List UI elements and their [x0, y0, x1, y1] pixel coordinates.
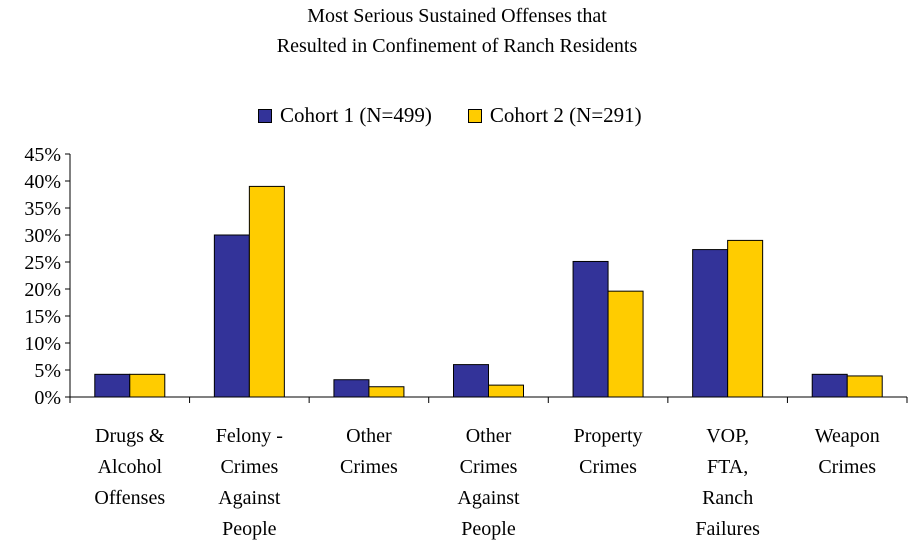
legend-item-cohort-2: Cohort 2 (N=291) [467, 103, 642, 128]
bar-cohort-2 [846, 375, 883, 398]
y-tick-label: 25% [24, 252, 61, 274]
x-category-label: FTA, [707, 456, 748, 478]
x-category-label: Other [466, 425, 512, 447]
chart-title-line-2: Resulted in Confinement of Ranch Residen… [276, 35, 638, 57]
y-tick-label: 45% [24, 144, 61, 166]
x-category-label: VOP, [706, 425, 749, 447]
bar-cohort-2 [129, 373, 166, 398]
y-tick-label: 15% [24, 306, 61, 328]
x-category-label: Crimes [460, 456, 518, 478]
x-category-label: Weapon [815, 425, 880, 447]
legend-label-cohort-2: Cohort 2 (N=291) [489, 103, 642, 127]
legend: Cohort 1 (N=499) Cohort 2 (N=291) [258, 103, 678, 128]
bar-cohort-1 [213, 234, 250, 398]
x-category-label: Against [218, 487, 281, 509]
x-category-label: Ranch [702, 487, 753, 509]
bar-cohort-1 [692, 249, 729, 398]
bar-cohort-1 [453, 364, 489, 398]
bar-cohort-2 [488, 384, 524, 398]
x-category-label: Crimes [818, 456, 876, 478]
legend-swatch-cohort-2 [467, 108, 482, 123]
bar-cohort-1 [572, 260, 609, 398]
x-category-label: Felony - [216, 425, 283, 447]
y-tick-label: 0% [34, 387, 61, 409]
bar-cohort-2 [248, 185, 285, 398]
x-category-label: Crimes [220, 456, 278, 478]
bar-cohort-1 [94, 373, 131, 398]
x-category-label: Offenses [94, 487, 165, 509]
y-tick-label: 5% [34, 360, 61, 382]
legend-item-cohort-1: Cohort 1 (N=499) [258, 103, 432, 128]
bar-cohort-2 [368, 386, 405, 398]
legend-label-cohort-1: Cohort 1 (N=499) [280, 103, 432, 127]
y-tick-label: 10% [24, 333, 61, 355]
y-tick-label: 35% [24, 198, 61, 220]
y-tick-label: 30% [24, 225, 61, 247]
y-tick-label: 40% [24, 171, 61, 193]
x-category-label: Crimes [340, 456, 398, 478]
x-category-label: Other [346, 425, 392, 447]
bar-cohort-1 [333, 379, 370, 398]
x-category-label: People [461, 518, 516, 540]
chart-title-line-1: Most Serious Sustained Offenses that [307, 5, 607, 27]
x-category-label: Alcohol [98, 456, 163, 478]
bar-cohort-2 [727, 239, 764, 398]
x-category-label: Property [574, 425, 643, 447]
x-category-label: Drugs & [95, 425, 165, 447]
x-category-label: People [222, 518, 277, 540]
bar-cohort-1 [811, 373, 848, 398]
legend-swatch-cohort-1 [258, 108, 272, 123]
x-category-label: Failures [695, 518, 760, 540]
bar-cohort-2 [607, 290, 644, 398]
x-category-label: Against [457, 487, 520, 509]
x-category-label: Crimes [579, 456, 637, 478]
y-tick-label: 20% [24, 279, 61, 301]
